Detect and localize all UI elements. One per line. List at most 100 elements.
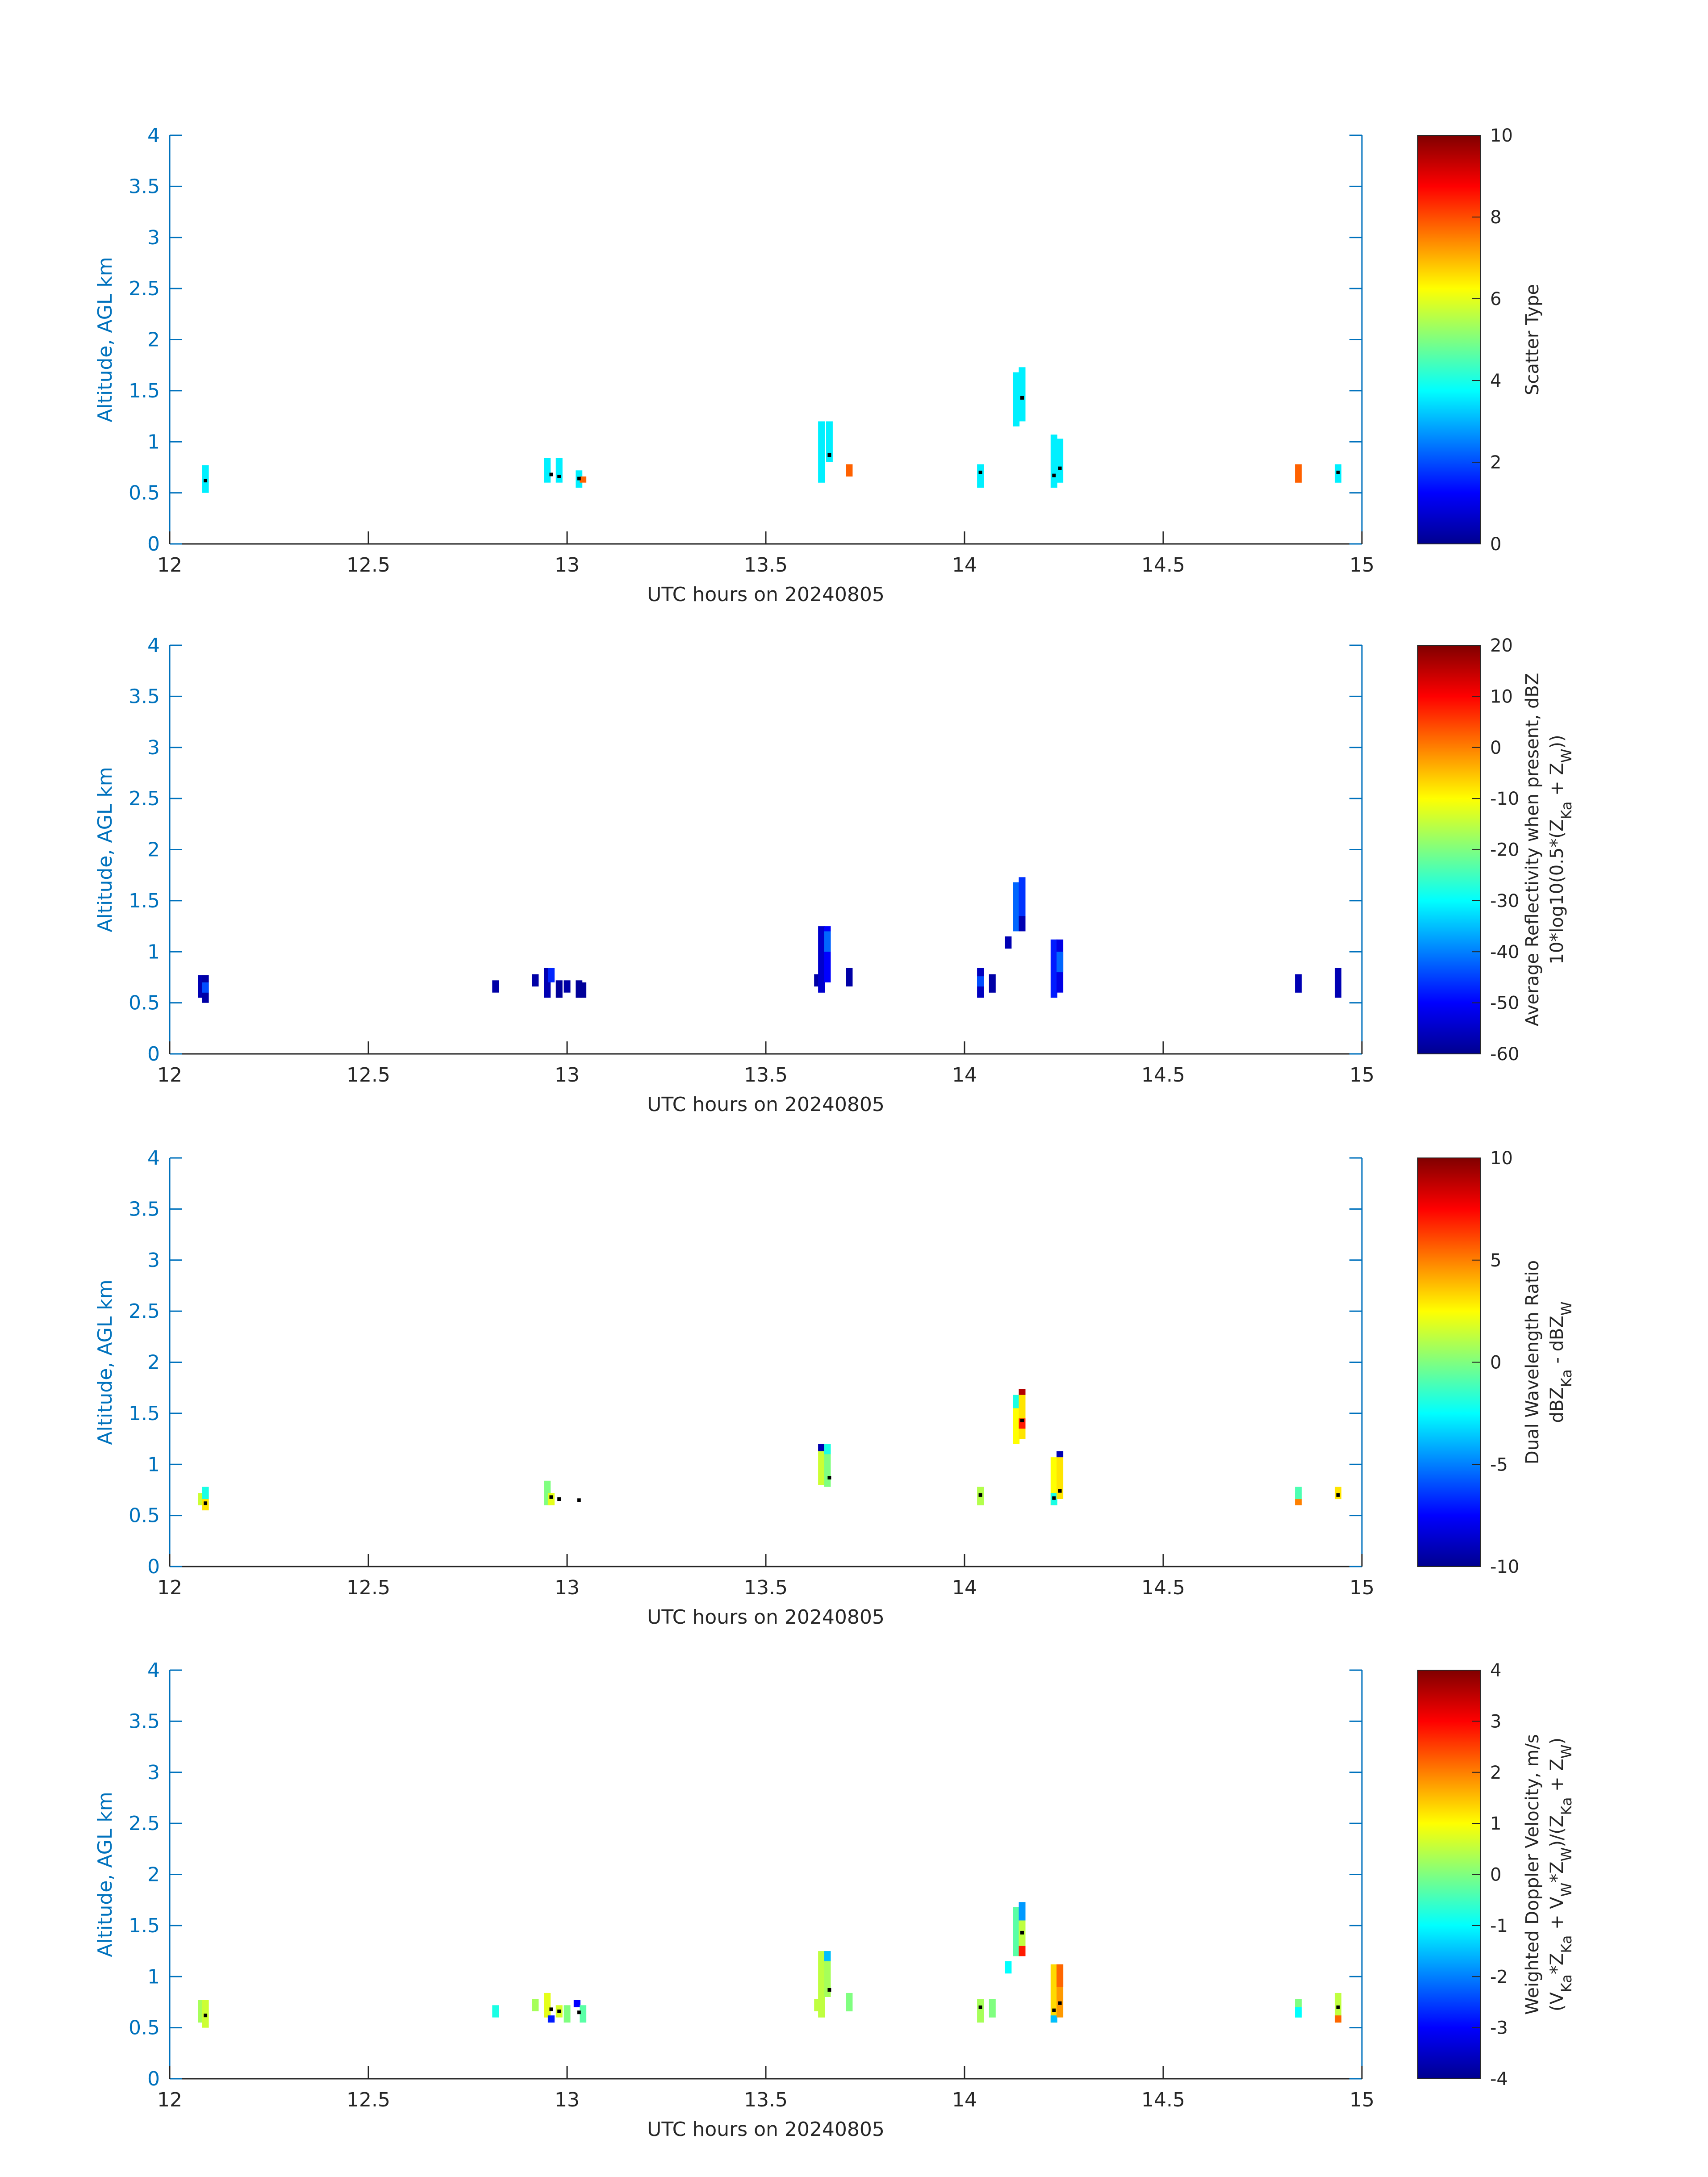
data-cell xyxy=(1013,1907,1020,1956)
sample-marker xyxy=(577,2010,581,2014)
x-tick-label: 12 xyxy=(157,2089,182,2111)
sample-marker xyxy=(1052,2008,1056,2012)
colorbar-tick-label: 2 xyxy=(1490,452,1501,473)
colorbar-label: Dual Wavelength Ratio xyxy=(1522,1260,1543,1464)
x-tick-label: 13 xyxy=(555,2089,580,2111)
data-cell xyxy=(824,1951,831,1997)
colorbar-label: dBZKa - dBZW xyxy=(1547,1301,1575,1423)
data-cell xyxy=(1295,464,1302,483)
colorbar-tick-label: -2 xyxy=(1490,1967,1508,1987)
data-cell xyxy=(580,2005,587,2023)
colorbar-tick-label: -1 xyxy=(1490,1916,1508,1936)
data-cell xyxy=(1295,2007,1302,2018)
x-tick-label: 13 xyxy=(555,1576,580,1599)
colorbar-label: Scatter Type xyxy=(1522,284,1543,395)
data-cell xyxy=(492,2005,499,2018)
sample-marker xyxy=(1052,473,1056,477)
sample-marker xyxy=(827,453,831,457)
y-tick-label: 3.5 xyxy=(129,175,160,198)
data-cell xyxy=(1050,1964,1057,2023)
colorbar-tick-label: 0 xyxy=(1490,534,1501,555)
x-tick-label: 14.5 xyxy=(1141,554,1185,577)
colorbar-tick-label: -3 xyxy=(1490,2018,1508,2039)
colorbar-label: Weighted Doppler Velocity, m/s xyxy=(1522,1734,1543,2015)
data-cell xyxy=(1019,1902,1026,1921)
sample-marker xyxy=(1020,396,1024,400)
sample-marker xyxy=(577,476,581,481)
colorbar-label: Average Reflectivity when present, dBZ xyxy=(1522,673,1543,1026)
data-cell xyxy=(532,974,539,987)
data-cell xyxy=(564,980,571,993)
sample-marker xyxy=(1058,1489,1062,1493)
panel-scatter_type: 0 0.5 1 1.5 2 2.5 3 3.5 4 12 12.5 13 13.5 14 14.5 15 UTC… xyxy=(94,124,1543,606)
data-cell xyxy=(1057,1964,1064,1987)
colorbar-tick-label: -5 xyxy=(1490,1454,1508,1475)
data-cell xyxy=(1295,974,1302,993)
y-axis-label: Altitude, AGL km xyxy=(94,1792,117,1957)
colorbar-tick-label: 20 xyxy=(1490,635,1513,656)
data-cell xyxy=(1057,1457,1064,1499)
y-tick-label: 1 xyxy=(147,940,160,963)
data-cells xyxy=(198,1389,1342,1511)
data-cell xyxy=(547,968,555,982)
y-tick-label: 1.5 xyxy=(129,380,160,402)
data-cell xyxy=(818,1951,825,2018)
colorbar-tick-label: 10 xyxy=(1490,1148,1513,1169)
colorbar-tick-label: -10 xyxy=(1490,1557,1519,1577)
data-cell xyxy=(544,1993,551,2018)
sample-marker xyxy=(204,2014,208,2018)
x-axis-label: UTC hours on 20240805 xyxy=(647,1093,885,1116)
y-tick-label: 3.5 xyxy=(129,1710,160,1733)
data-cell xyxy=(547,2015,555,2023)
data-cell xyxy=(846,464,853,477)
y-tick-label: 1.5 xyxy=(129,1402,160,1425)
data-cell xyxy=(564,2005,571,2023)
x-tick-label: 12 xyxy=(157,1576,182,1599)
data-cell xyxy=(1013,372,1020,426)
colorbar-gradient xyxy=(1417,1157,1481,1567)
sample-marker xyxy=(1020,1930,1024,1935)
x-axis-label: UTC hours on 20240805 xyxy=(647,2118,885,2141)
sample-marker xyxy=(1052,1496,1056,1500)
y-tick-label: 4 xyxy=(147,1659,160,1682)
data-cell xyxy=(1013,1395,1020,1408)
sample-marker xyxy=(204,479,208,483)
x-tick-label: 15 xyxy=(1349,554,1374,577)
y-tick-label: 3 xyxy=(147,226,160,249)
sample-marker xyxy=(557,475,561,478)
x-tick-label: 13.5 xyxy=(744,1064,788,1086)
y-tick-label: 2.5 xyxy=(129,1300,160,1323)
y-tick-label: 3.5 xyxy=(129,685,160,708)
colorbar-gradient xyxy=(1417,645,1481,1054)
colorbar-tick-label: -50 xyxy=(1490,993,1519,1014)
sample-marker xyxy=(1058,466,1062,470)
data-cells xyxy=(198,877,1342,1003)
data-cell xyxy=(555,980,563,998)
y-tick-label: 1 xyxy=(147,1965,160,1988)
colorbar-tick-label: -20 xyxy=(1490,840,1519,861)
y-tick-label: 4 xyxy=(147,634,160,657)
y-tick-label: 0 xyxy=(147,1555,160,1578)
y-tick-label: 2 xyxy=(147,329,160,351)
x-tick-label: 15 xyxy=(1349,1064,1374,1086)
colorbar-tick-label: -10 xyxy=(1490,789,1519,809)
data-cell xyxy=(977,1999,984,2023)
panel-dual_wavelength_ratio: 0 0.5 1 1.5 2 2.5 3 3.5 4 12 12.5 13 13.5 14 14.5 15 UTC… xyxy=(94,1147,1575,1629)
colorbar-tick-label: 4 xyxy=(1490,1660,1501,1681)
y-tick-label: 2 xyxy=(147,839,160,861)
y-axis-label: Altitude, AGL km xyxy=(94,1279,117,1445)
colorbar: 0 2 4 6 8 10 Scatter Type xyxy=(1417,125,1543,555)
data-cell xyxy=(1295,1487,1302,1500)
y-axis-label: Altitude, AGL km xyxy=(94,767,117,932)
sample-marker xyxy=(204,1501,208,1505)
x-tick-label: 14.5 xyxy=(1141,1576,1185,1599)
sample-marker xyxy=(978,1493,982,1497)
data-cells xyxy=(198,1902,1342,2028)
data-cell xyxy=(1019,1390,1026,1439)
data-cell xyxy=(573,2000,580,2007)
colorbar-tick-label: 8 xyxy=(1490,207,1501,228)
colorbar-tick-label: -30 xyxy=(1490,891,1519,911)
data-cell xyxy=(989,974,996,993)
colorbar-label: 10*log10(0.5*(ZKa + ZW)) xyxy=(1547,735,1575,964)
colorbar-tick-label: 1 xyxy=(1490,1813,1501,1834)
